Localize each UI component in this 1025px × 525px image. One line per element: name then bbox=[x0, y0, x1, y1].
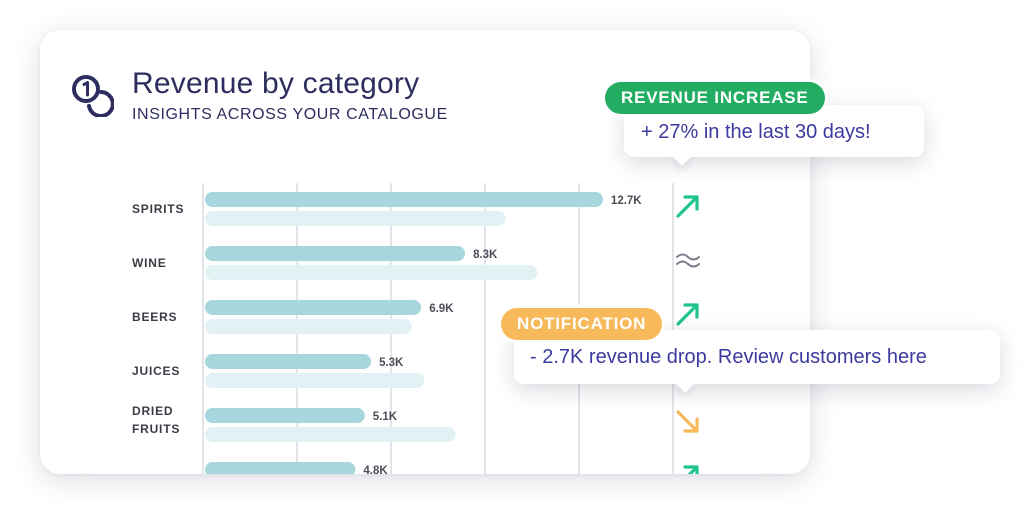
bar-current bbox=[205, 354, 372, 369]
bar-value-label: 4.8K bbox=[363, 465, 388, 474]
bar-current bbox=[205, 192, 603, 207]
bar-previous bbox=[205, 427, 456, 442]
chart-subtitle: INSIGHTS ACROSS YOUR CATALOGUE bbox=[132, 106, 448, 123]
trend-flat-icon bbox=[676, 253, 700, 268]
bar-previous bbox=[205, 265, 538, 280]
bar-value-label: 5.3K bbox=[379, 357, 404, 369]
coins-icon bbox=[72, 75, 114, 117]
bar-value-label: 6.9K bbox=[429, 303, 454, 315]
trend-down-icon bbox=[676, 410, 699, 433]
bar-current bbox=[205, 462, 356, 474]
bar-previous bbox=[205, 373, 425, 388]
bar-chart: 12.7K SPIRITS 8.3K WINE 6.9K BEERS 5.3K JUICES 5… bbox=[132, 183, 700, 474]
category-label: BEERS bbox=[132, 310, 177, 324]
bar-value-label: 12.7K bbox=[611, 195, 642, 207]
bar-value-label: 5.1K bbox=[373, 411, 398, 423]
category-label: JUICES bbox=[132, 364, 180, 378]
notification-callout[interactable]: - 2.7K revenue drop. Review customers he… bbox=[514, 330, 1000, 384]
bar-current bbox=[205, 300, 422, 315]
bar-current bbox=[205, 246, 466, 261]
bar-previous bbox=[205, 319, 412, 334]
revenue-increase-message: + 27% in the last 30 days! bbox=[641, 121, 871, 143]
category-label: WINE bbox=[132, 256, 167, 270]
notification-badge: NOTIFICATION bbox=[501, 308, 663, 340]
category-label: SPIRITS bbox=[132, 202, 184, 216]
bar-value-label: 8.3K bbox=[473, 249, 498, 261]
bar-previous bbox=[205, 211, 506, 226]
category-label: DRIED bbox=[132, 404, 173, 418]
chart-title: Revenue by category bbox=[132, 67, 420, 100]
trend-up-icon bbox=[676, 195, 699, 218]
revenue-increase-badge: REVENUE INCREASE bbox=[605, 82, 825, 114]
notification-message: - 2.7K revenue drop. Review customers he… bbox=[530, 346, 927, 368]
trend-up-icon bbox=[683, 465, 699, 474]
category-label: FRUITS bbox=[132, 422, 180, 436]
bar-current bbox=[205, 408, 365, 423]
trend-up-icon bbox=[676, 303, 699, 326]
